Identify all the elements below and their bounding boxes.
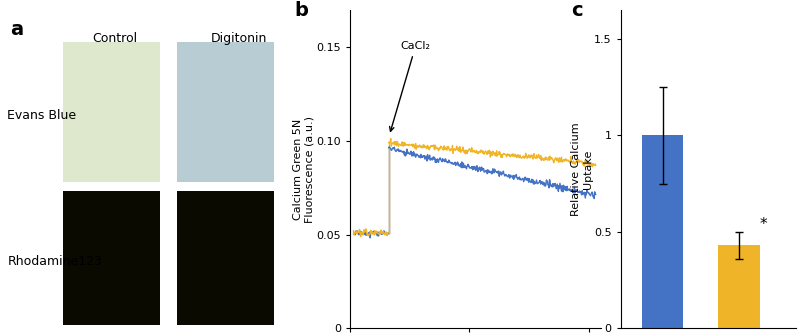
Text: *: * [759,217,767,231]
Bar [62,191,160,325]
Bar [642,135,683,328]
Text: c: c [571,0,583,19]
Y-axis label: Calcium Green 5N
Fluorescence (a.u.): Calcium Green 5N Fluorescence (a.u.) [294,116,315,223]
Bar [177,191,274,325]
Text: Digitonin: Digitonin [210,32,266,45]
Text: Control: Control [92,32,138,45]
Bar [718,245,760,328]
Text: Rhodamine123: Rhodamine123 [7,255,102,268]
Text: CaCl₂: CaCl₂ [390,41,430,131]
Bar [62,42,160,182]
Y-axis label: Relative Calcium
Uptake: Relative Calcium Uptake [571,122,593,216]
Bar [177,42,274,182]
Text: Evans Blue: Evans Blue [7,109,76,122]
Text: b: b [294,0,309,19]
Text: a: a [10,20,24,39]
